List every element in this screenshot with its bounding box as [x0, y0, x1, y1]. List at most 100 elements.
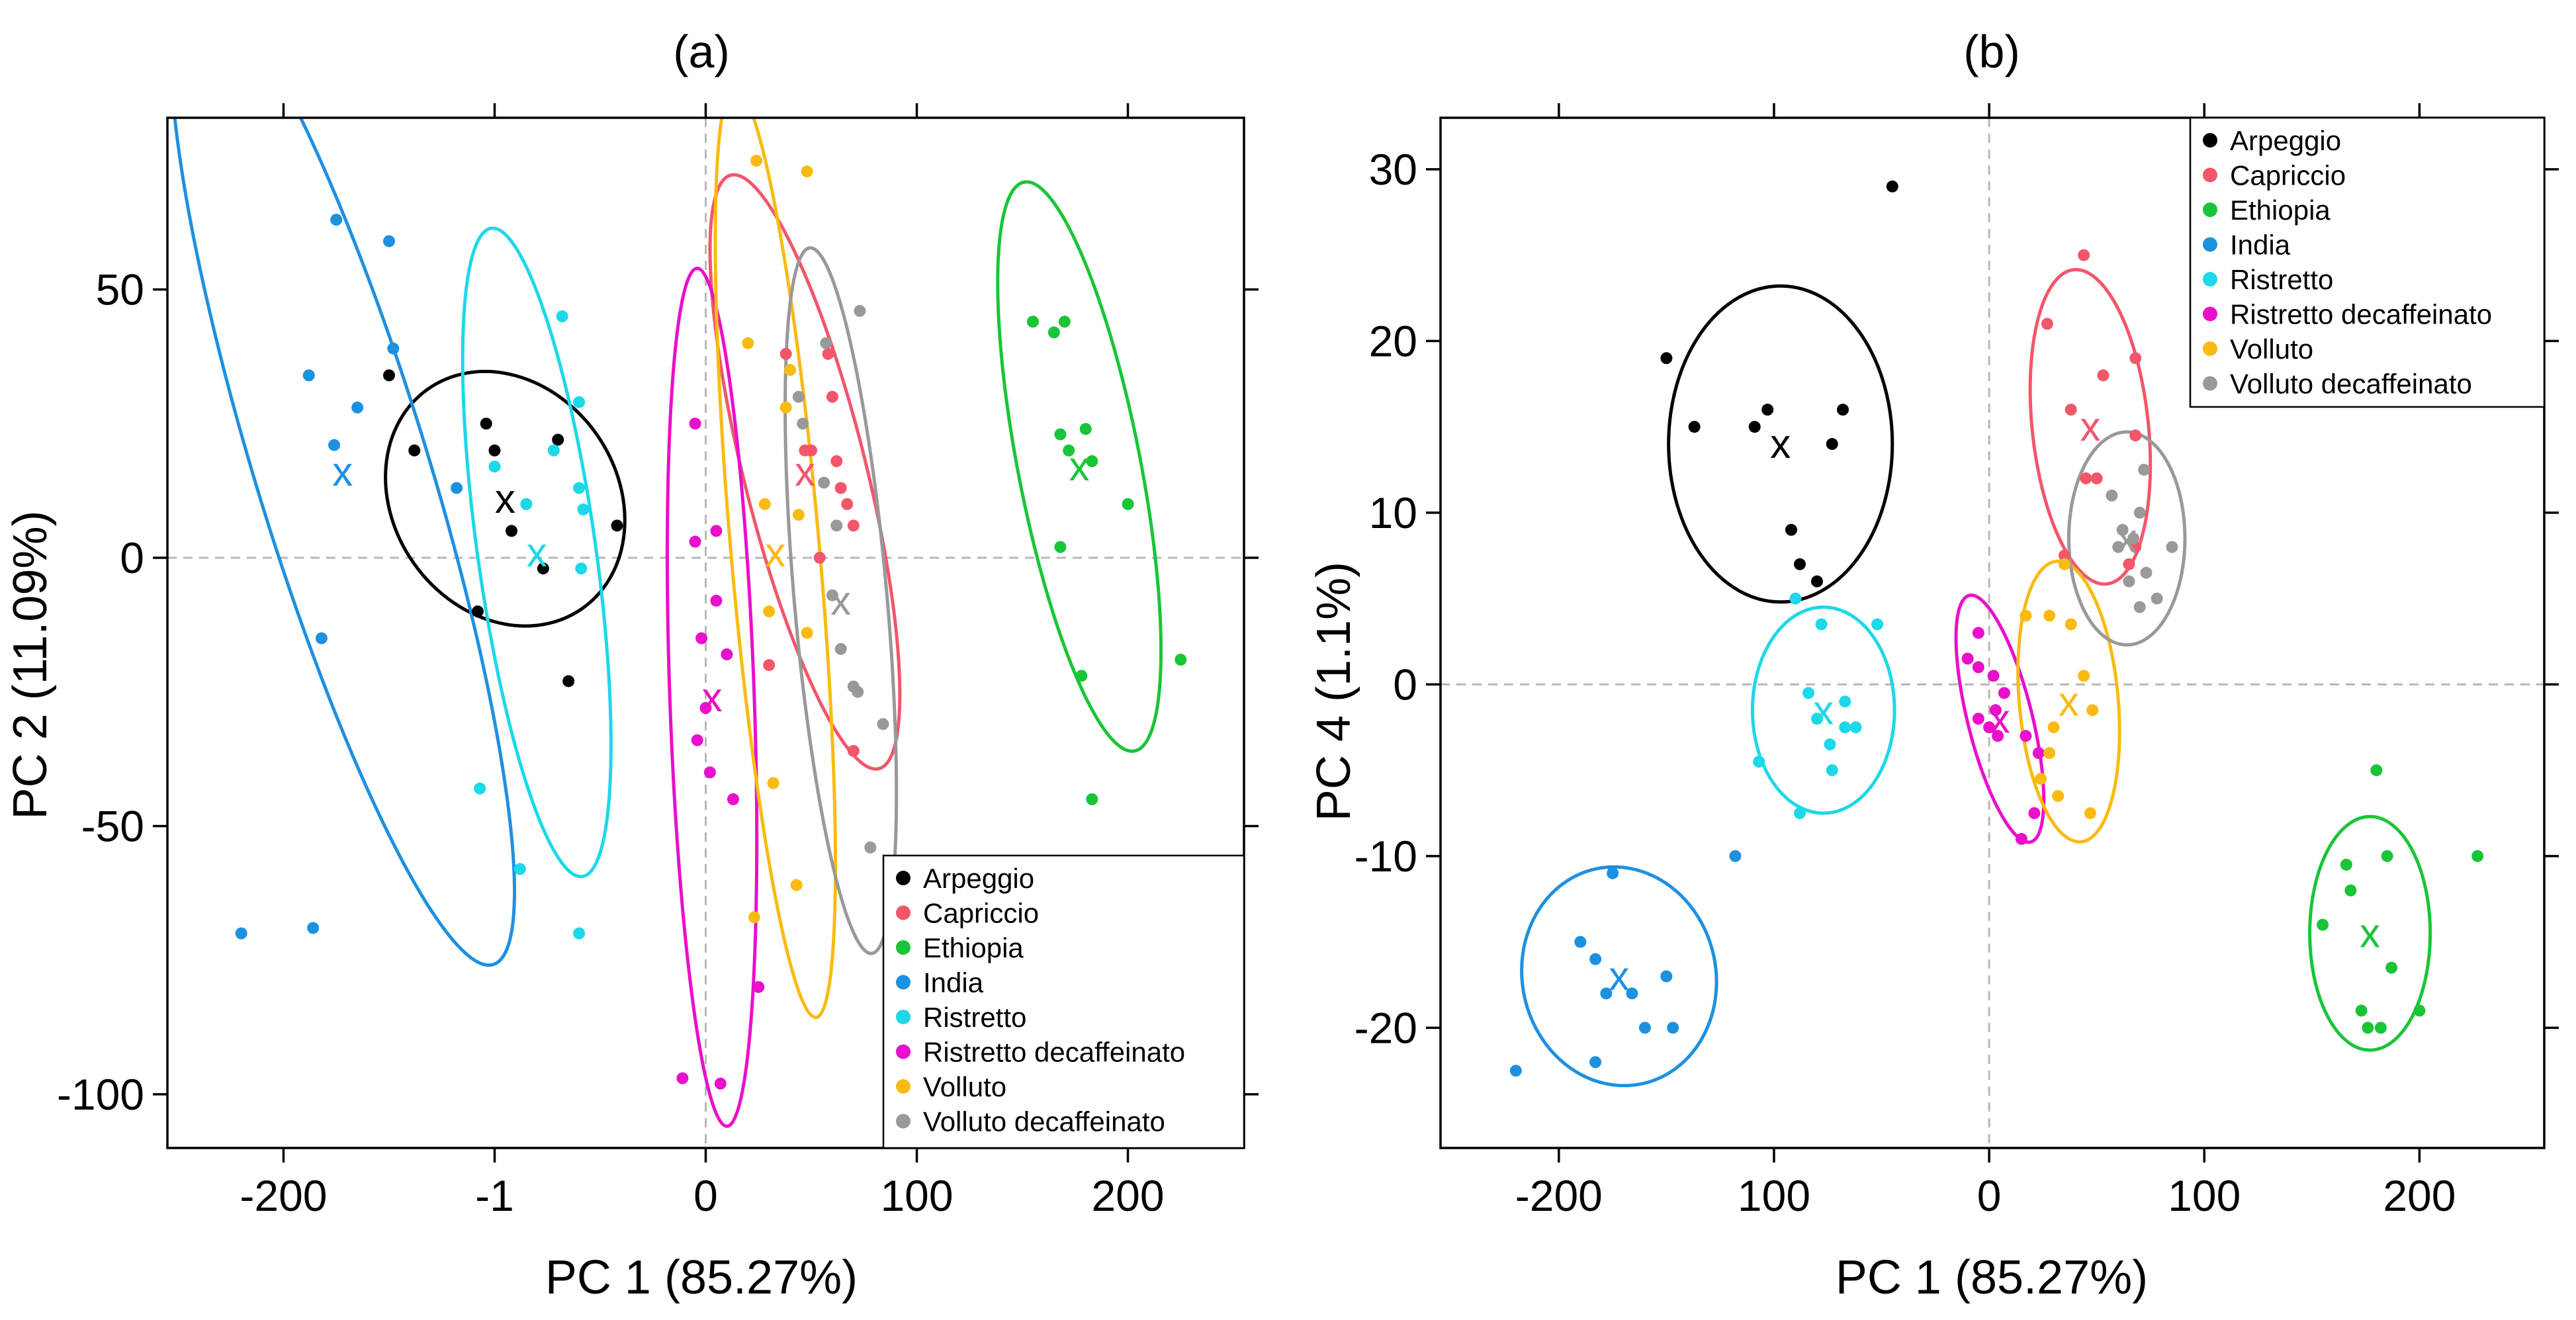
- panel-a-point-3-8: [235, 927, 247, 940]
- panel-b-point-5-8: [1992, 730, 2004, 742]
- panel-a-point-5-0: [689, 418, 701, 430]
- panel-b-point-1-4: [2129, 352, 2142, 365]
- panel-a-ellipse-5: [665, 266, 759, 1128]
- panel-a-ellipse-0: [384, 369, 627, 628]
- panel-b-point-0-8: [1793, 558, 1806, 570]
- panel-b-point-6-5: [2086, 704, 2099, 717]
- panel-b-legend-label-0: Arpeggio: [2230, 125, 2341, 156]
- panel-a-point-7-0: [854, 304, 866, 317]
- panel-b-x-tick-label-0: -200: [1515, 1171, 1603, 1220]
- panel-a-point-2-7: [1122, 498, 1134, 510]
- panel-a-point-7-3: [797, 418, 809, 430]
- panel-a-point-5-8: [721, 648, 733, 660]
- panel-b-point-4-6: [1811, 713, 1824, 725]
- panel-a-point-1-4: [826, 390, 838, 403]
- panel-a-y-tick-label-2: 0: [120, 533, 144, 582]
- panel-b-point-4-11: [1753, 756, 1765, 768]
- panel-b-point-2-4: [2344, 884, 2357, 897]
- panel-b-point-5-11: [2028, 807, 2041, 819]
- panel-a-legend-marker-2: [896, 940, 910, 955]
- panel-a-point-5-7: [703, 766, 716, 779]
- panel-a-x-tick-label-1: -1: [475, 1171, 514, 1220]
- panel-b-point-5-2: [1972, 661, 1984, 674]
- panel-b: (b) PC 1 (85.27%) PC 4 (1.1%) x x x x x x x x -2…: [1308, 26, 2559, 1304]
- panel-a-title: (a): [673, 26, 730, 77]
- panel-b-centroid-4: x: [1813, 687, 1834, 733]
- panel-a-point-7-2: [792, 390, 805, 403]
- panel-b-point-5-0: [1972, 627, 1984, 639]
- panel-a-point-0-6: [537, 562, 549, 575]
- panel-a-point-4-4: [573, 482, 586, 494]
- panel-b-point-2-6: [2385, 961, 2398, 974]
- panel-a-point-2-4: [1063, 444, 1075, 457]
- panel-b-point-2-9: [2362, 1022, 2374, 1034]
- panel-b-title: (b): [1963, 26, 2020, 77]
- panel-b-point-4-8: [1824, 738, 1836, 751]
- panel-b-legend-marker-1: [2203, 167, 2217, 183]
- panel-a-ellipse-1: [708, 173, 902, 771]
- panel-a-point-2-9: [1054, 541, 1067, 553]
- panel-b-point-7-4: [2112, 541, 2125, 553]
- panel-a-legend-label-3: India: [923, 967, 984, 998]
- panel-a-legend-marker-5: [896, 1044, 910, 1059]
- panel-b-point-4-7: [1849, 721, 1862, 734]
- panel-a-point-7-5: [830, 519, 843, 532]
- panel-a-centroid-5: x: [702, 675, 723, 721]
- panel-a-point-6-2: [758, 498, 771, 510]
- panel-b-point-2-2: [2340, 858, 2352, 871]
- panel-b-legend-marker-5: [2203, 306, 2217, 322]
- panel-a-legend-marker-3: [896, 975, 910, 990]
- panel-b-point-4-5: [1839, 721, 1851, 734]
- panel-b-y-tick-label-4: 20: [1369, 316, 1417, 365]
- panel-b-point-0-2: [1688, 421, 1701, 433]
- panel-a-legend-label-0: Arpeggio: [923, 863, 1034, 894]
- panel-b-legend-label-2: Ethiopia: [2230, 195, 2331, 226]
- panel-a-point-6-5: [792, 509, 805, 521]
- panel-b-point-6-2: [2065, 618, 2077, 631]
- panel-b-legend-marker-3: [2203, 237, 2217, 252]
- panel-a-ellipse-3: [169, 118, 517, 967]
- panel-a-point-5-6: [691, 734, 703, 746]
- panel-b-x-tick-label-2: 0: [1977, 1171, 2002, 1220]
- panel-b-point-6-8: [2035, 773, 2047, 785]
- panel-a-point-0-8: [471, 605, 484, 618]
- panel-a-point-7-4: [818, 476, 830, 489]
- panel-a-centroid-2: x: [1069, 444, 1090, 490]
- panel-a-point-0-5: [552, 433, 564, 446]
- panel-b-point-1-9: [2123, 558, 2135, 570]
- panel-a-legend-label-6: Volluto: [923, 1071, 1006, 1102]
- panel-b-point-7-6: [2140, 566, 2153, 579]
- panel-a-legend-marker-4: [896, 1010, 910, 1024]
- panel-a-point-4-5: [520, 498, 533, 510]
- panel-a-point-2-8: [1175, 654, 1187, 666]
- panel-b-ellipse-4: [1750, 605, 1896, 815]
- panel-a-point-4-7: [513, 863, 526, 875]
- panel-b-point-6-1: [2043, 609, 2056, 622]
- panel-b-point-2-5: [2317, 918, 2329, 931]
- panel-a-point-6-3: [784, 364, 797, 376]
- panel-b-frame: [1439, 116, 2546, 1149]
- panel-a-point-2-2: [1054, 428, 1067, 441]
- panel-b-point-6-3: [2020, 609, 2032, 622]
- panel-b-point-2-1: [2471, 850, 2484, 862]
- panel-b-point-3-1: [1607, 867, 1619, 879]
- panel-b-point-2-7: [2413, 1004, 2426, 1017]
- panel-a-point-4-10: [577, 503, 590, 515]
- panel-b-point-5-1: [1961, 652, 1974, 665]
- panel-b-plot-area: x x x x x x x x -200 100 0 100 200 -20 -10 0 10 20 30 Arpeg…: [1355, 103, 2559, 1220]
- panel-b-point-7-0: [2138, 463, 2151, 476]
- panel-a-point-4-1: [488, 461, 501, 473]
- panel-b-point-1-5: [2080, 472, 2092, 484]
- panel-b-ellipse-5: [1954, 594, 2046, 844]
- panel-b-point-1-0: [2078, 249, 2090, 261]
- panel-b-centroid-6: x: [2059, 679, 2079, 725]
- panel-a-point-6-7: [801, 627, 813, 639]
- panel-a-legend-marker-6: [896, 1079, 910, 1094]
- panel-a-point-2-0: [1026, 316, 1039, 328]
- panel-b-legend-marker-6: [2203, 341, 2217, 356]
- panel-b-point-7-5: [2166, 541, 2178, 553]
- panel-a-legend-label-7: Volluto decaffeinato: [923, 1106, 1165, 1137]
- panel-a-point-6-4: [779, 401, 792, 414]
- panel-b-point-3-3: [1589, 953, 1602, 965]
